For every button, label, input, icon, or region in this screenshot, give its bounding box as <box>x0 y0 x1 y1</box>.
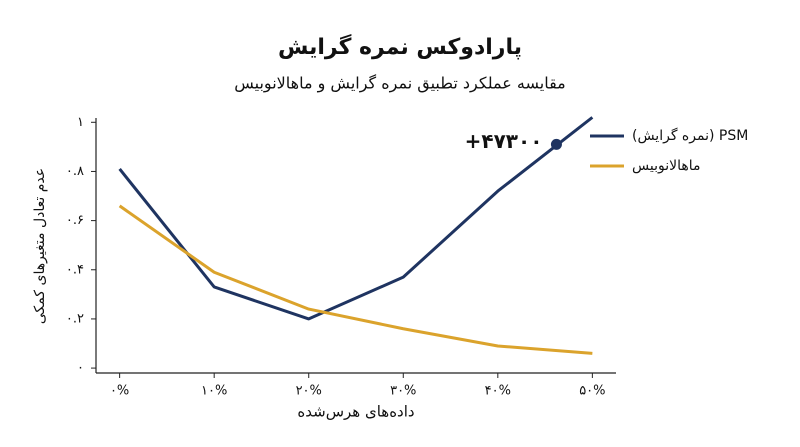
y-tick-label: ۰.۲ <box>66 311 84 326</box>
y-tick-label: ۱ <box>77 115 84 130</box>
x-tick-label: ۵۰% <box>579 384 605 399</box>
legend-label: ماهالانوبیس <box>632 158 701 174</box>
legend-label: PSM (نمره گرایش) <box>632 127 748 144</box>
series-line <box>118 204 593 355</box>
x-tick-label: ۳۰% <box>390 384 416 399</box>
series-line <box>118 116 594 321</box>
x-tick-label: ۴۰% <box>485 384 511 399</box>
x-tick-label: ۲۰% <box>296 384 322 399</box>
y-tick-label: ۰.۶ <box>66 213 84 228</box>
annotation-text: +۴۷۳۰۰ <box>465 129 543 153</box>
y-axis-label: عدم تعادل متغیرهای کمکی <box>32 168 48 324</box>
x-tick-label: ۱۰% <box>201 384 227 399</box>
chart-title: پارادوکس نمره گرایش <box>278 33 522 60</box>
x-axis-label: داده‌های هرس‌شده <box>297 403 414 421</box>
chart-subtitle: مقایسه عملکرد تطبیق نمره گرایش و ماهالان… <box>234 74 565 94</box>
y-tick-label: ۰.۴ <box>66 262 84 277</box>
x-tick-label: ۰% <box>110 384 129 399</box>
y-tick-label: ۰ <box>77 361 84 376</box>
y-tick-label: ۰.۸ <box>66 164 84 179</box>
annotation-point <box>550 138 562 150</box>
